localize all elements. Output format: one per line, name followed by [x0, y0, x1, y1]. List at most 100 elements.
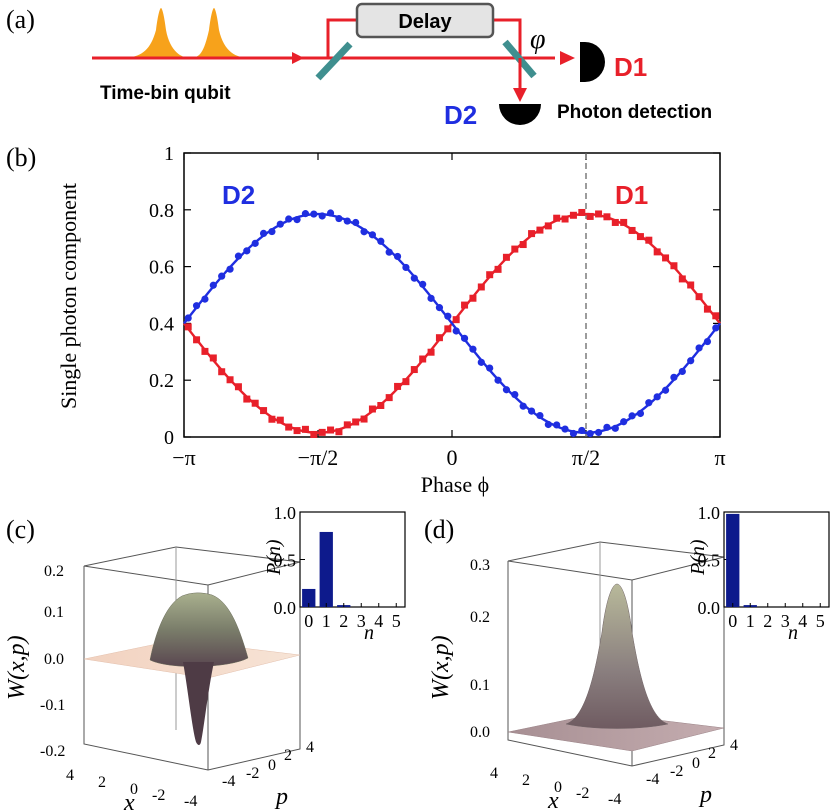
data-point-d1: [335, 428, 343, 436]
data-point-d1: [243, 395, 251, 403]
y-tick-label: 0.8: [149, 200, 174, 222]
data-point-d2: [536, 411, 544, 420]
data-point-d1: [670, 262, 678, 270]
x-tick-label: 0: [447, 445, 458, 470]
data-point-d1: [285, 423, 293, 431]
inset-x-tick-label: 4: [374, 611, 383, 631]
data-point-d2: [494, 376, 502, 384]
beam-splitter-1: [315, 41, 353, 81]
data-point-d1: [695, 293, 703, 301]
svg-text:-4: -4: [222, 773, 235, 790]
svg-text:4: 4: [490, 765, 498, 782]
svg-text:0: 0: [130, 781, 138, 798]
data-point-d1: [628, 226, 636, 234]
data-point-d1: [268, 415, 276, 423]
data-point-d2: [578, 426, 586, 435]
data-point-d2: [544, 420, 552, 429]
z-ticks-d: 0.3 0.2 0.1 0.0: [470, 557, 490, 741]
data-point-d1: [301, 425, 309, 433]
data-point-d2: [259, 229, 268, 237]
data-point-d1: [234, 383, 242, 391]
data-point-d1: [586, 212, 594, 220]
data-point-d2: [243, 247, 251, 255]
beam-arrow-d1: [560, 51, 575, 65]
panel-d-label: (d): [424, 515, 454, 544]
data-point-d2: [502, 386, 511, 394]
data-point-d2: [678, 367, 686, 376]
inset-frame: [299, 511, 406, 608]
data-point-d1: [251, 399, 259, 407]
surface-ring-c: [149, 592, 249, 667]
data-point-d2: [234, 252, 243, 260]
surface-dip-c: [183, 662, 214, 745]
data-point-d1: [477, 283, 485, 291]
svg-text:-4: -4: [184, 793, 197, 810]
z-axis-label-d: W(x,p): [428, 635, 454, 700]
inset-y-tick-label: 1.0: [698, 503, 721, 523]
svg-text:2: 2: [708, 745, 716, 762]
inset-xlabel-c: n: [364, 622, 374, 644]
data-point-d1: [611, 218, 619, 226]
data-point-d1: [226, 376, 234, 384]
inset-d: 0.0 0.5 1.0 0 1 2 3 4 5: [698, 503, 830, 631]
svg-text:4: 4: [730, 737, 738, 754]
detection-label: Photon detection: [557, 102, 712, 123]
data-point-d1: [293, 427, 301, 435]
data-point-d2: [377, 237, 385, 245]
data-point-d1: [310, 430, 318, 438]
x-tick-label: π: [714, 445, 725, 470]
inset-x-tick-label: 1: [746, 611, 755, 631]
data-point-d1: [410, 366, 418, 374]
panel-c: (c) 0.2 0.1 0.0 -0.1 -0.2 4 2 0 -2 -4: [4, 503, 406, 811]
x-ticks-d: 4 2 0 -2 -4: [490, 765, 621, 808]
x-tick-label: −π: [172, 445, 196, 470]
inset-x-tick-label: 5: [816, 611, 825, 631]
svg-text:2: 2: [98, 774, 106, 791]
inset-c: 0.0 0.5 1.0 0 1 2 3 4 5: [274, 503, 406, 631]
data-point-d1: [536, 226, 544, 234]
data-point-d2: [687, 357, 695, 365]
data-point-d1: [461, 301, 469, 309]
data-point-d2: [335, 214, 343, 223]
data-point-d1: [502, 253, 510, 261]
z-ticks-c: 0.2 0.1 0.0 -0.1 -0.2: [40, 563, 65, 760]
svg-text:4: 4: [306, 739, 314, 756]
panel-a-label: (a): [6, 5, 35, 34]
p-axis-label-d: p: [698, 782, 712, 808]
svg-text:-2: -2: [670, 763, 683, 780]
data-point-d2: [603, 423, 611, 431]
svg-text:-0.1: -0.1: [40, 697, 65, 714]
data-point-d2: [326, 209, 335, 217]
data-point-d2: [385, 248, 393, 256]
svg-text:0: 0: [554, 779, 562, 796]
inset-ylabel-d: P(n): [687, 539, 709, 576]
data-point-d2: [519, 402, 527, 410]
data-point-d1: [469, 294, 477, 302]
data-point-d2: [293, 216, 301, 224]
data-point-d1: [276, 416, 284, 424]
data-point-d1: [561, 215, 569, 223]
y-tick-label: 1: [164, 143, 174, 165]
phi-label: φ: [530, 24, 546, 55]
inset-bar: [302, 588, 316, 607]
data-point-d2: [410, 274, 418, 282]
data-point-d2: [427, 294, 435, 302]
inset-bar: [319, 531, 333, 607]
data-point-d1: [184, 323, 192, 331]
svg-text:-2: -2: [246, 765, 259, 782]
data-point-d1: [394, 382, 402, 390]
data-point-d1: [486, 271, 494, 279]
x-axis-label-c: x: [123, 790, 135, 811]
data-point-d2: [645, 399, 653, 407]
detector-d1: [580, 42, 605, 82]
data-point-d1: [653, 248, 661, 256]
data-point-d2: [628, 412, 636, 420]
svg-text:0.2: 0.2: [470, 609, 490, 626]
data-point-d1: [218, 368, 226, 376]
data-point-d1: [569, 211, 577, 219]
data-point-d2: [301, 210, 310, 218]
inset-x-tick-label: 3: [781, 611, 790, 631]
beam-arrow: [292, 52, 304, 64]
data-point-d1: [193, 336, 201, 344]
inset-x-tick-label: 0: [728, 611, 737, 631]
